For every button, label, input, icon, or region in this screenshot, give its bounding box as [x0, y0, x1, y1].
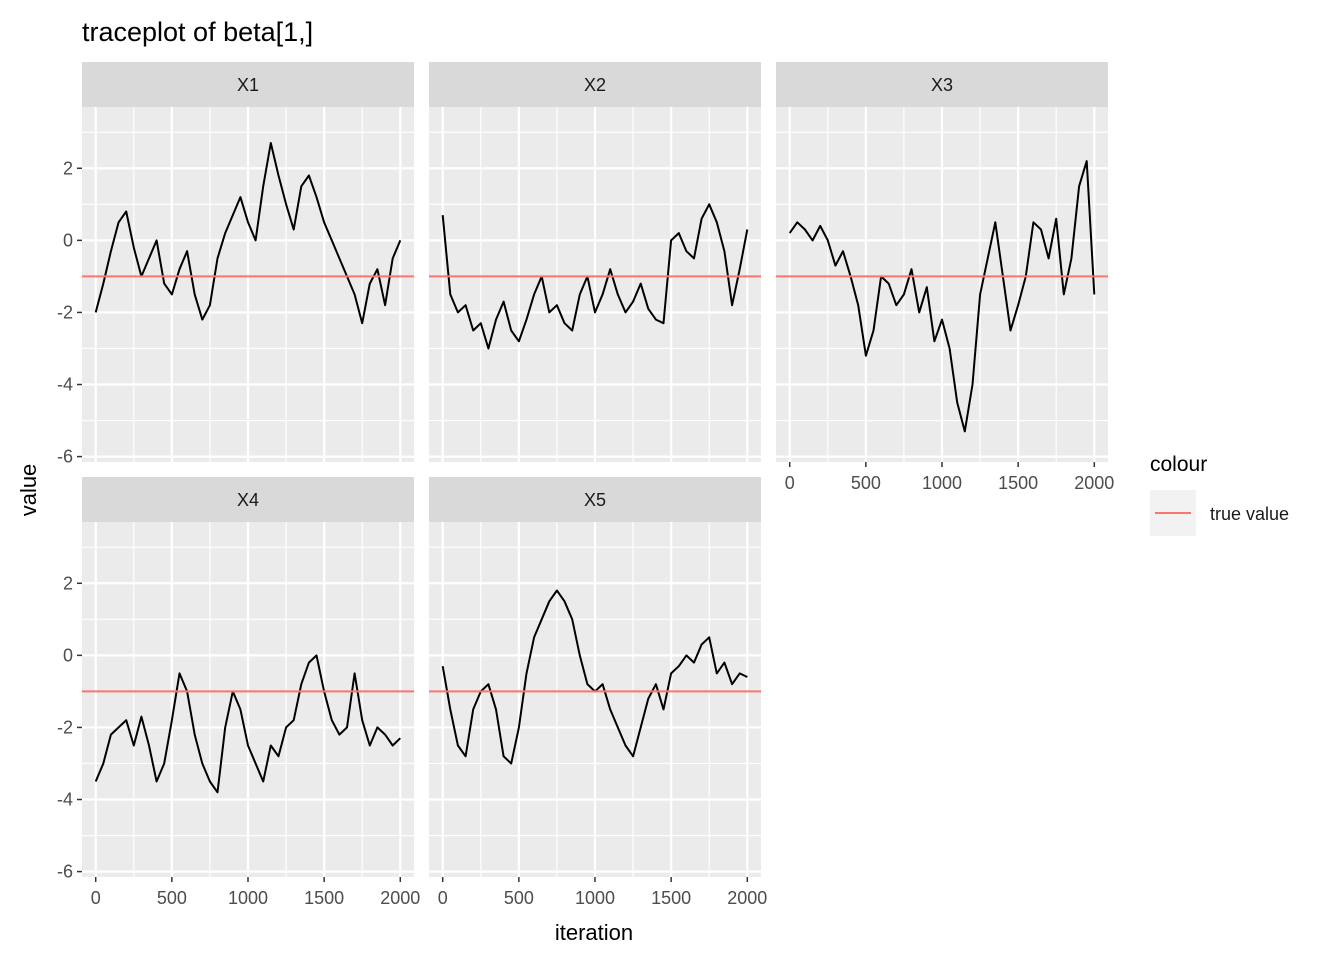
facet-strip-label: X3: [931, 75, 953, 95]
y-axis-title: value: [16, 464, 41, 517]
x-axis-title: iteration: [555, 920, 633, 945]
facet-strip: [82, 62, 414, 107]
legend: colour true value: [1150, 453, 1289, 536]
x-tick-label: 2000: [727, 888, 767, 908]
panel-x1: X1 -6 -4 -2 0 2: [57, 62, 414, 467]
y-tick-label: -2: [57, 302, 73, 322]
y-tick-label: -4: [57, 375, 73, 395]
x-tick-label: 2000: [380, 888, 420, 908]
x-tick-label: 500: [504, 888, 534, 908]
trace-line: [94, 654, 401, 794]
facet-strip: [429, 477, 761, 522]
facet-strip-label: X4: [237, 490, 259, 510]
x-tick-label: 1500: [304, 888, 344, 908]
y-tick-label: 2: [63, 573, 73, 593]
legend-label: true value: [1210, 504, 1289, 524]
y-tick-label: -4: [57, 790, 73, 810]
panel-x4: X4 -6 -4 -2 0 2 0 500 1000 1500 2000: [57, 477, 420, 908]
x-tick-label: 1000: [228, 888, 268, 908]
x-tick-label: 2000: [1074, 473, 1114, 493]
x-tick-label: 1000: [575, 888, 615, 908]
y-tick-label: 2: [63, 158, 73, 178]
y-tick-label: 0: [63, 230, 73, 250]
y-tick-label: -6: [57, 862, 73, 882]
panel-x5: X5 0 500 1000 1500 2000: [429, 477, 767, 908]
facet-strip-label: X1: [237, 75, 259, 95]
facet-strip-label: X5: [584, 490, 606, 510]
x-tick-label: 1500: [998, 473, 1038, 493]
y-tick-label: -2: [57, 717, 73, 737]
x-tick-label: 0: [438, 888, 448, 908]
trace-line: [788, 160, 1096, 433]
y-tick-label: 0: [63, 645, 73, 665]
x-tick-label: 0: [785, 473, 795, 493]
x-tick-label: 1500: [651, 888, 691, 908]
trace-line: [441, 203, 749, 350]
x-tick-label: 500: [157, 888, 187, 908]
legend-title: colour: [1150, 453, 1207, 476]
facet-strip: [776, 62, 1108, 107]
facet-strip: [82, 477, 414, 522]
panel-x2: X2: [429, 62, 761, 462]
facet-strip-label: X2: [584, 75, 606, 95]
panel-x3: X3 0 500 1000 1500 2000: [776, 62, 1114, 493]
facet-strip: [429, 62, 761, 107]
trace-line: [94, 142, 402, 325]
x-tick-label: 1000: [922, 473, 962, 493]
x-tick-label: 0: [91, 888, 101, 908]
y-tick-label: -6: [57, 447, 73, 467]
chart-title: traceplot of beta[1,]: [82, 17, 313, 47]
x-tick-label: 500: [851, 473, 881, 493]
